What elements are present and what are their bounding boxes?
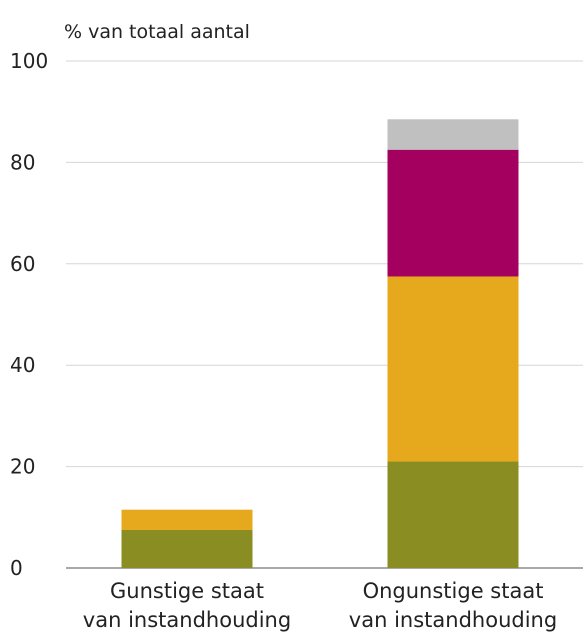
y-tick-label: 60 xyxy=(10,252,35,276)
bar-segment xyxy=(387,276,519,462)
x-category-label: van instandhouding xyxy=(83,608,291,632)
y-tick-label: 20 xyxy=(10,455,35,479)
y-tick-label: 0 xyxy=(10,556,23,580)
bars xyxy=(121,119,519,568)
bar-segment xyxy=(387,461,519,568)
x-category-label: van instandhouding xyxy=(349,608,557,632)
y-tick-label: 80 xyxy=(10,150,35,174)
y-tick-label: 100 xyxy=(10,49,48,73)
bar-segment xyxy=(387,149,519,277)
y-axis-label: % van totaal aantal xyxy=(64,21,250,43)
x-axis-labels: Gunstige staat van instandhouding Ongunsti… xyxy=(83,579,557,632)
x-category-label: Ongunstige staat xyxy=(363,579,544,603)
bar-segment xyxy=(121,529,253,568)
y-tick-label: 40 xyxy=(10,353,35,377)
y-axis-ticks: 0 20 40 60 80 100 xyxy=(10,49,48,580)
x-category-label: Gunstige staat xyxy=(110,579,264,603)
bar-segment xyxy=(387,119,519,150)
bar-segment xyxy=(121,509,253,530)
